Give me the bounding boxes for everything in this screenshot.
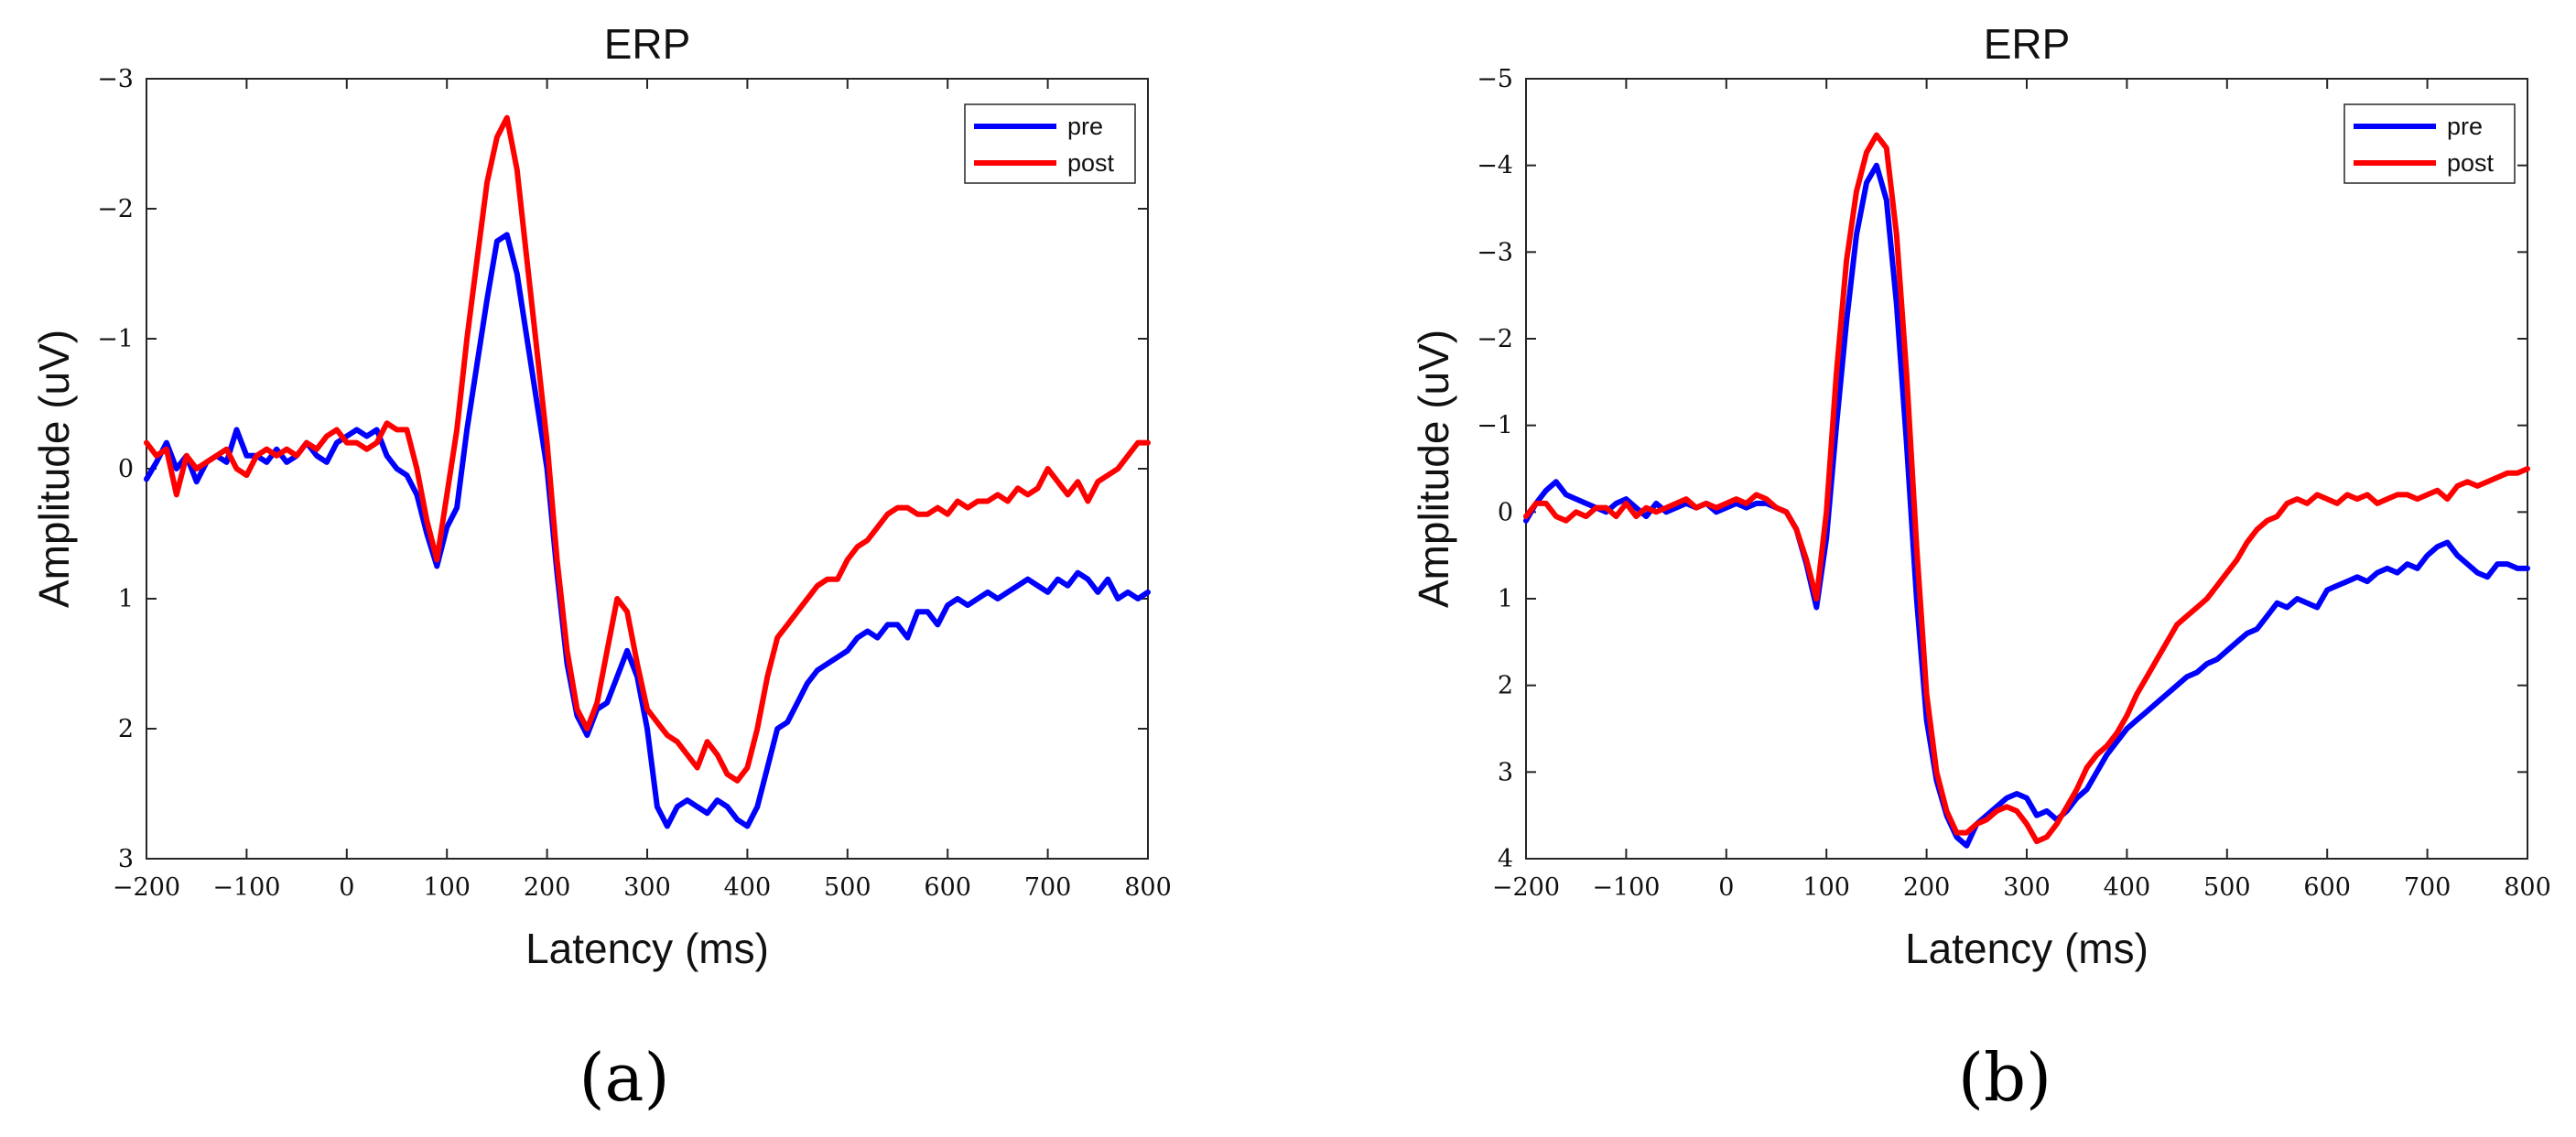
chart-panel-a: −200 −100 0 100 200 300 400 500 600 700 800 −3 −2 −1 0… <box>30 20 1172 972</box>
series-line-post <box>1523 132 2530 845</box>
legend: pre post <box>964 103 1136 184</box>
x-tick-label: 200 <box>524 873 571 902</box>
y-tick-label: 4 <box>1498 845 1513 873</box>
y-tick-label: 3 <box>118 845 134 873</box>
chart-title: ERP <box>1984 20 2071 68</box>
x-tick-label: 400 <box>724 873 772 902</box>
legend-label-post: post <box>1067 149 1115 177</box>
x-tick-label: −100 <box>212 873 280 902</box>
chart-title: ERP <box>604 20 691 68</box>
y-tick-label: −2 <box>1477 325 1513 353</box>
y-tick-label: 0 <box>1498 498 1513 526</box>
x-tick-label: −100 <box>1592 873 1660 902</box>
y-tick-label: −3 <box>1477 238 1513 266</box>
x-tick-label: 300 <box>2003 873 2051 902</box>
y-tick-label: −2 <box>97 195 134 223</box>
y-axis-label: Amplitude (uV) <box>30 330 78 608</box>
x-tick-label: −200 <box>1492 873 1560 902</box>
x-tick-label: 100 <box>423 873 471 902</box>
x-tick-label: −200 <box>113 873 180 902</box>
x-axis-label: Latency (ms) <box>525 925 769 972</box>
x-tick-label: 600 <box>2303 873 2351 902</box>
x-tick-label: 400 <box>2104 873 2151 902</box>
panel-label-b: (b) <box>1958 1039 2051 1116</box>
y-tick-label: 2 <box>118 715 134 743</box>
x-tick-label: 500 <box>824 873 871 902</box>
plot-area-frame <box>1525 78 2528 860</box>
series-line-pre <box>144 232 1151 829</box>
y-tick-label: 1 <box>118 585 134 613</box>
y-tick-label: −5 <box>1477 65 1513 93</box>
y-tick-label: −1 <box>1477 412 1513 440</box>
legend-label-post: post <box>2447 149 2495 177</box>
x-tick-label: 700 <box>2404 873 2452 902</box>
x-tick-label: 700 <box>1024 873 1072 902</box>
x-tick-label: 500 <box>2203 873 2251 902</box>
y-tick-label: 0 <box>118 455 134 483</box>
panel-label-a: (a) <box>579 1039 669 1116</box>
x-tick-label: 0 <box>1718 873 1734 902</box>
y-tick-label: −4 <box>1477 152 1513 180</box>
x-tick-label: 300 <box>623 873 671 902</box>
y-tick-label: 2 <box>1498 672 1513 700</box>
x-tick-label: 600 <box>924 873 971 902</box>
y-tick-label: −1 <box>97 325 134 353</box>
y-tick-label: −3 <box>97 65 134 93</box>
legend-label-pre: pre <box>2447 113 2483 140</box>
series-line-post <box>144 114 1151 784</box>
y-axis-label: Amplitude (uV) <box>1410 330 1457 608</box>
legend-box <box>2343 103 2516 184</box>
legend: pre post <box>2343 103 2516 184</box>
x-axis-label: Latency (ms) <box>1905 925 2148 972</box>
x-tick-label: 200 <box>1903 873 1951 902</box>
legend-box <box>964 103 1136 184</box>
x-tick-label: 800 <box>2504 873 2551 902</box>
chart-panel-b: −200 −100 0 100 200 300 400 500 600 700 800 −5 −4 −3 −… <box>1410 20 2551 972</box>
x-tick-label: 800 <box>1124 873 1172 902</box>
x-tick-label: 0 <box>339 873 354 902</box>
y-tick-label: 1 <box>1498 585 1513 613</box>
y-tick-label: 3 <box>1498 758 1513 786</box>
x-tick-label: 100 <box>1802 873 1850 902</box>
legend-label-pre: pre <box>1067 113 1103 140</box>
